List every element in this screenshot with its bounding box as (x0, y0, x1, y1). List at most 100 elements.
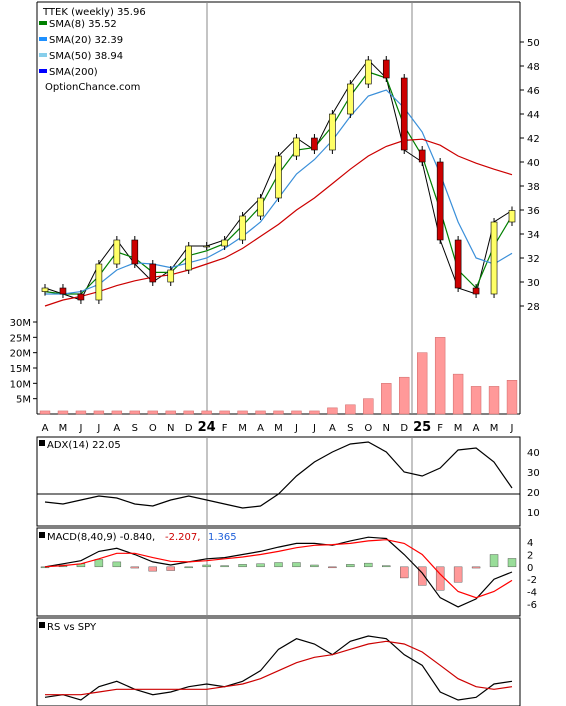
rs-label: RS vs SPY (47, 622, 97, 633)
x-tick-label: M (238, 423, 247, 434)
macd-line (44, 539, 513, 599)
volume-bar (345, 404, 356, 415)
x-tick-label: M (59, 423, 68, 434)
adx-tick-label: 40 (527, 448, 540, 459)
legend-entry: SMA(8) 35.52 (49, 19, 117, 30)
candle-body (329, 113, 336, 151)
x-tick-label: J (96, 423, 100, 434)
x-tick-label: J (312, 423, 316, 434)
volume-bar (93, 410, 105, 415)
candles (41, 56, 516, 304)
macd-histogram-bar (328, 566, 337, 569)
volume-bar (183, 410, 194, 415)
price-axis: 50 48 46 44 42 40 38 36 34 32 30 28 (520, 38, 540, 313)
macd-histogram-bar (166, 566, 175, 571)
volume-bar (129, 410, 140, 415)
macd-value: -2.207, (165, 532, 200, 543)
chart-title: TTEK (weekly) 35.96 (42, 7, 146, 18)
price-tick-label: 36 (527, 206, 540, 217)
macd-histogram-bar (40, 566, 50, 569)
volume-tick-label: 15M (10, 364, 31, 375)
macd-histogram-bar (346, 564, 355, 568)
candle-body (185, 245, 192, 271)
adx-tick-label: 20 (527, 488, 540, 499)
candle-body (472, 287, 480, 295)
macd-histogram-bar (489, 554, 499, 568)
price-tick-label: 30 (527, 278, 540, 289)
candle-body (95, 263, 103, 301)
adx-axis: 40 30 20 10 (527, 448, 540, 519)
volume-bar (201, 410, 212, 415)
macd-tick-label: -4 (527, 588, 537, 599)
macd-histogram-bar (202, 564, 211, 568)
price-tick-label: 44 (527, 110, 540, 121)
volume-bar (470, 386, 482, 415)
rs-line (44, 635, 513, 701)
x-tick-label: F (437, 423, 443, 434)
x-tick-label: D (185, 423, 193, 434)
x-tick-label: J (78, 423, 82, 434)
rs-line (45, 640, 513, 696)
macd-histogram-bar (292, 562, 301, 568)
macd-histogram-bar (130, 566, 140, 569)
adx-label: ADX(14) 22.05 (47, 440, 121, 451)
volume-bar (147, 410, 158, 415)
price-tick-label: 50 (527, 38, 540, 49)
candle-body (400, 77, 408, 151)
volume-bar (165, 410, 176, 415)
volume-bar (39, 410, 51, 415)
volume-tick-label: 5M (16, 395, 31, 406)
macd-signal-value: 1.365 (208, 532, 237, 543)
x-tick-label: A (257, 423, 264, 434)
candle-body (311, 137, 318, 151)
x-tick-label: A (42, 423, 49, 434)
candle-body (365, 59, 372, 85)
legend: TTEK (weekly) 35.96 SMA(8) 35.52 SMA(20) … (39, 7, 146, 93)
macd-tick-label: 0 (527, 563, 533, 574)
candle-body (347, 83, 354, 115)
volume-tick-label: 25M (10, 333, 31, 344)
x-tick-label: A (473, 423, 480, 434)
candle-body (275, 155, 282, 199)
candle-body (221, 239, 228, 247)
x-axis: A M J J A S O N D 24 F M A M J J A S O N D 25 F M A M J (42, 420, 514, 435)
macd-histogram-bar (364, 562, 373, 568)
volume-bar (363, 398, 374, 415)
adx-tick-label: 30 (527, 468, 540, 479)
candle-body (382, 59, 390, 79)
macd-histogram-bar (453, 566, 463, 583)
macd-histogram-bar (184, 566, 193, 569)
macd-tick-label: -2 (527, 575, 537, 586)
legend-entry: SMA(200) (49, 67, 98, 78)
x-tick-label: N (167, 423, 174, 434)
adx-line (44, 441, 513, 509)
legend-entry: SMA(20) 32.39 (49, 35, 123, 46)
legend-swatch (39, 53, 47, 57)
legend-swatch (39, 69, 47, 73)
macd-histogram-bar (148, 566, 157, 572)
adx-panel: ADX(14) 22.05 40 30 20 10 (36, 436, 540, 527)
volume-bar (111, 410, 123, 415)
price-tick-label: 42 (527, 134, 540, 145)
volume-bar (381, 383, 392, 415)
x-tick-label: F (222, 423, 228, 434)
x-tick-label: M (454, 423, 463, 434)
candle-body (454, 239, 462, 289)
macd-histogram-bar (471, 566, 481, 569)
candle-body (203, 245, 210, 248)
x-tick-label: J (294, 423, 298, 434)
candle-body (41, 287, 49, 292)
candle-body (59, 287, 67, 295)
volume-bars (39, 337, 518, 415)
price-tick-label: 32 (527, 254, 540, 265)
x-tick-label: M (490, 423, 499, 434)
candle-body (131, 239, 139, 265)
macd-histogram-bar (382, 565, 391, 568)
legend-entry: SMA(50) 38.94 (49, 51, 123, 62)
x-tick-label: J (510, 423, 514, 434)
price-tick-label: 46 (527, 86, 540, 97)
volume-bar (255, 410, 266, 415)
macd-axis: 4 20-2 -4-6 (527, 538, 537, 611)
macd-histogram-bar (400, 566, 409, 579)
